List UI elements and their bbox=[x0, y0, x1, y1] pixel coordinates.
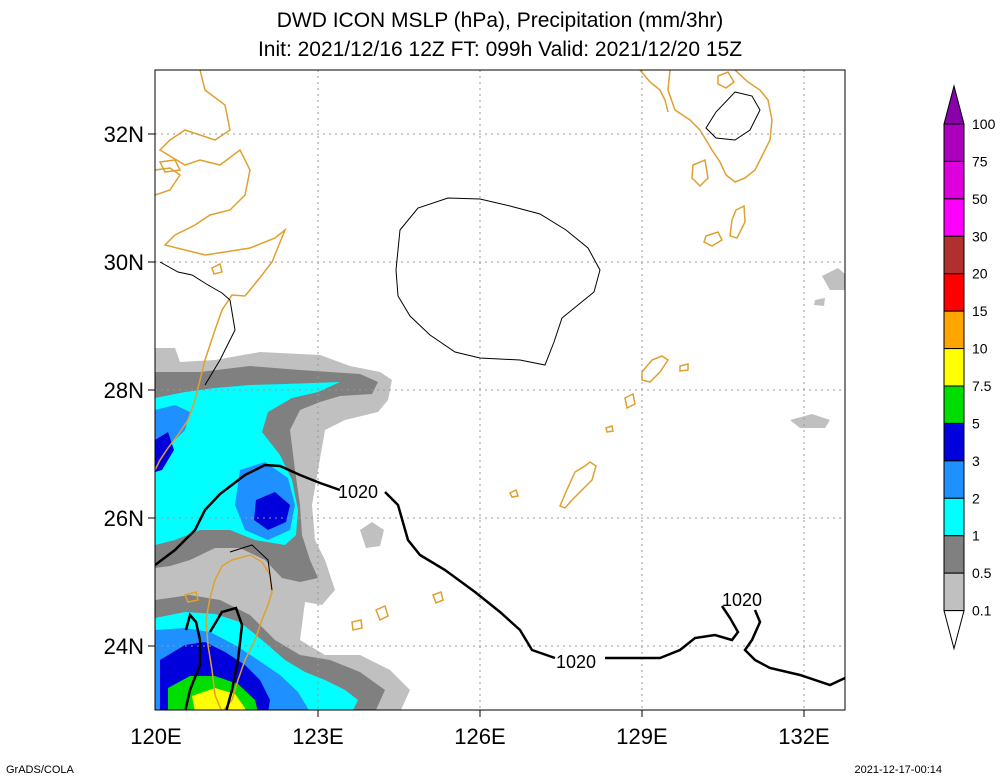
isobar-1020-lobe bbox=[184, 612, 202, 710]
coast-island bbox=[351, 619, 363, 631]
coast-island bbox=[158, 159, 182, 173]
lon-label: 123E bbox=[292, 724, 343, 749]
colorbar-label: 2 bbox=[972, 490, 980, 506]
isobar-1020-main bbox=[743, 609, 845, 687]
isobar-thin-taiwan bbox=[229, 544, 273, 591]
isobar-thin-west bbox=[159, 261, 236, 386]
amami-island bbox=[641, 355, 670, 383]
isobar-thin-high bbox=[395, 197, 601, 366]
colorbar-label: 1 bbox=[972, 528, 980, 544]
coast-island bbox=[691, 158, 709, 188]
coast-island bbox=[703, 231, 723, 247]
colorbar-label: 50 bbox=[972, 191, 988, 207]
isobars bbox=[155, 91, 845, 710]
colorbar-box bbox=[943, 535, 965, 574]
precip-0.1mm-patch bbox=[790, 414, 830, 428]
kyushu-coastline bbox=[667, 70, 773, 183]
colorbar-label: 0.5 bbox=[972, 565, 992, 581]
colorbar-box bbox=[943, 422, 965, 462]
coast-island bbox=[605, 425, 614, 433]
colorbar-label: 3 bbox=[972, 453, 980, 469]
lon-labels: 120E 123E 126E 129E 132E bbox=[130, 724, 829, 749]
coast-island bbox=[639, 70, 669, 113]
coast-island bbox=[508, 488, 519, 498]
axis-ticks bbox=[148, 133, 805, 717]
colorbar-label: 7.5 bbox=[972, 378, 992, 394]
coast-island bbox=[717, 71, 735, 89]
colorbar-box bbox=[943, 123, 965, 162]
colorbar-box bbox=[943, 572, 965, 612]
colorbar-arrow-top bbox=[943, 84, 965, 125]
precip-0.1mm-patch bbox=[360, 522, 384, 548]
china-coastline bbox=[155, 70, 287, 471]
coastlines bbox=[155, 70, 773, 710]
lon-label: 129E bbox=[616, 724, 667, 749]
colorbar-box bbox=[943, 460, 965, 499]
colorbar-arrow-bottom bbox=[943, 610, 965, 651]
colorbar-box bbox=[943, 497, 965, 537]
colorbar-box bbox=[943, 348, 965, 387]
colorbar-box bbox=[943, 385, 965, 424]
colorbar-label: 0.1 bbox=[972, 603, 992, 619]
colorbar-label: 100 bbox=[972, 116, 996, 132]
isobar-labels: 1020 1020 1020 bbox=[338, 482, 762, 672]
isobar-label: 1020 bbox=[556, 652, 596, 672]
colorbar-label: 15 bbox=[972, 303, 988, 319]
precip-3mm bbox=[254, 492, 290, 530]
china-coastline-north bbox=[155, 167, 182, 196]
precip-shading bbox=[155, 268, 845, 710]
coast-island bbox=[211, 262, 223, 275]
lat-label: 32N bbox=[104, 122, 144, 147]
isobar-1020-main bbox=[155, 463, 341, 566]
coast-island bbox=[432, 591, 444, 604]
colorbar-box bbox=[943, 273, 965, 312]
precip-0.1mm-patch bbox=[814, 298, 825, 306]
coast-island bbox=[679, 363, 689, 372]
lat-label: 26N bbox=[104, 506, 144, 531]
lat-label: 24N bbox=[104, 634, 144, 659]
chart-title: DWD ICON MSLP (hPa), Precipitation (mm/3… bbox=[276, 9, 724, 32]
lon-label: 120E bbox=[130, 724, 181, 749]
isobar-label: 1020 bbox=[338, 482, 378, 502]
coast-island bbox=[183, 591, 199, 603]
map-area: 1020 1020 1020 bbox=[155, 70, 845, 710]
colorbar-box bbox=[943, 160, 965, 200]
lon-label: 132E bbox=[778, 724, 829, 749]
colorbar-box bbox=[943, 310, 965, 350]
chart-subtitle: Init: 2021/12/16 12Z FT: 099h Valid: 202… bbox=[257, 38, 743, 61]
colorbar-label: 75 bbox=[972, 153, 988, 169]
lat-labels: 32N 30N 28N 26N 24N bbox=[104, 122, 144, 659]
isobar-label: 1020 bbox=[722, 590, 762, 610]
lat-label: 28N bbox=[104, 378, 144, 403]
gridlines bbox=[155, 70, 845, 710]
isobar-1020-main bbox=[384, 491, 556, 660]
colorbar-label: 30 bbox=[972, 228, 988, 244]
coast-island bbox=[729, 204, 746, 239]
coast-island bbox=[375, 604, 389, 622]
footer-timestamp: 2021-12-17-00:14 bbox=[854, 764, 942, 776]
colorbar-box bbox=[943, 235, 965, 275]
okinawa-coastline bbox=[559, 461, 597, 509]
lat-label: 30N bbox=[104, 250, 144, 275]
footer-grads: GrADS/COLA bbox=[6, 764, 74, 776]
coast-island bbox=[624, 392, 636, 410]
isobar-1020-main bbox=[605, 605, 740, 660]
precip-0.1mm-patch bbox=[822, 268, 845, 290]
isobar-thin-kyushu bbox=[705, 91, 761, 141]
colorbar: 100 75 50 30 20 15 10 7.5 5 3 2 1 0.5 0.1 bbox=[943, 84, 996, 651]
colorbar-label: 20 bbox=[972, 266, 988, 282]
lon-label: 126E bbox=[454, 724, 505, 749]
colorbar-label: 10 bbox=[972, 341, 988, 357]
colorbar-label: 5 bbox=[972, 415, 980, 431]
isobar-1020-lobe bbox=[208, 606, 244, 710]
colorbar-box bbox=[943, 198, 965, 237]
